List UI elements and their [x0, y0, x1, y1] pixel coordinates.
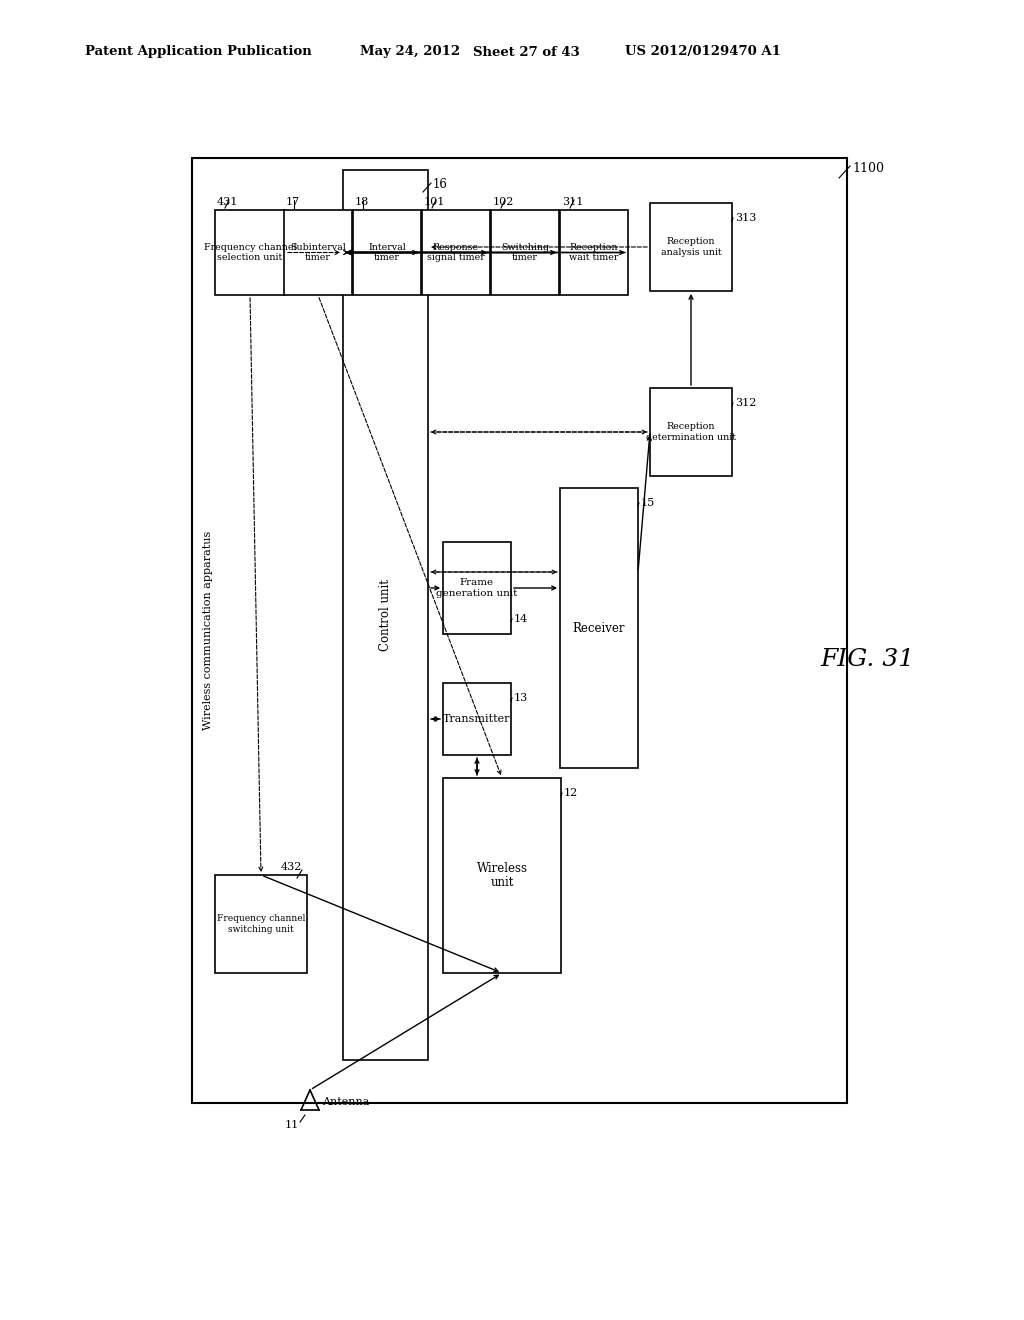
Text: US 2012/0129470 A1: US 2012/0129470 A1 — [625, 45, 781, 58]
Text: FIG. 31: FIG. 31 — [820, 648, 914, 672]
Text: Interval
timer: Interval timer — [368, 243, 406, 263]
Text: 11: 11 — [285, 1119, 299, 1130]
Bar — [215, 210, 285, 294]
Text: 101: 101 — [424, 197, 445, 207]
Text: Response
signal timer: Response signal timer — [427, 243, 485, 263]
Bar — [650, 388, 732, 477]
Text: 12: 12 — [564, 788, 579, 799]
Text: 16: 16 — [433, 178, 447, 191]
Text: 312: 312 — [735, 399, 757, 408]
Text: 15: 15 — [641, 498, 655, 508]
Bar — [443, 543, 511, 634]
Text: Wireless communication apparatus: Wireless communication apparatus — [203, 531, 213, 730]
Bar — [284, 210, 352, 294]
Text: Reception
determination unit: Reception determination unit — [646, 422, 736, 442]
Text: Subinterval
timer: Subinterval timer — [290, 243, 346, 263]
Bar — [650, 203, 732, 290]
Text: Sheet 27 of 43: Sheet 27 of 43 — [473, 45, 580, 58]
Bar — [490, 210, 559, 294]
Bar — [443, 777, 561, 973]
Bar — [343, 170, 428, 1060]
Text: Receiver: Receiver — [572, 622, 626, 635]
Text: 17: 17 — [286, 197, 300, 207]
Bar — [560, 210, 628, 294]
Text: 431: 431 — [217, 197, 239, 207]
Bar — [215, 875, 307, 973]
Text: Switching
timer: Switching timer — [501, 243, 549, 263]
Text: 1100: 1100 — [852, 161, 884, 174]
Text: 311: 311 — [562, 197, 584, 207]
Text: 14: 14 — [514, 614, 528, 624]
Text: Reception
analysis unit: Reception analysis unit — [660, 238, 721, 256]
Text: Frequency channel
switching unit: Frequency channel switching unit — [217, 915, 305, 933]
Bar — [422, 210, 490, 294]
Text: 432: 432 — [281, 862, 302, 873]
Text: Reception
wait timer: Reception wait timer — [569, 243, 618, 263]
Text: 102: 102 — [493, 197, 514, 207]
Bar — [443, 682, 511, 755]
Bar — [193, 158, 847, 1104]
Bar — [353, 210, 421, 294]
Text: Frequency channel
selection unit: Frequency channel selection unit — [204, 243, 296, 263]
Text: Patent Application Publication: Patent Application Publication — [85, 45, 311, 58]
Text: 313: 313 — [735, 213, 757, 223]
Text: Wireless
unit: Wireless unit — [476, 862, 527, 890]
Text: May 24, 2012: May 24, 2012 — [360, 45, 460, 58]
Bar — [560, 488, 638, 768]
Text: Frame
generation unit: Frame generation unit — [436, 578, 518, 598]
Text: 13: 13 — [514, 693, 528, 704]
Text: Control unit: Control unit — [379, 579, 392, 651]
Text: Transmitter: Transmitter — [443, 714, 511, 723]
Text: 18: 18 — [355, 197, 370, 207]
Text: Antenna: Antenna — [322, 1097, 370, 1107]
